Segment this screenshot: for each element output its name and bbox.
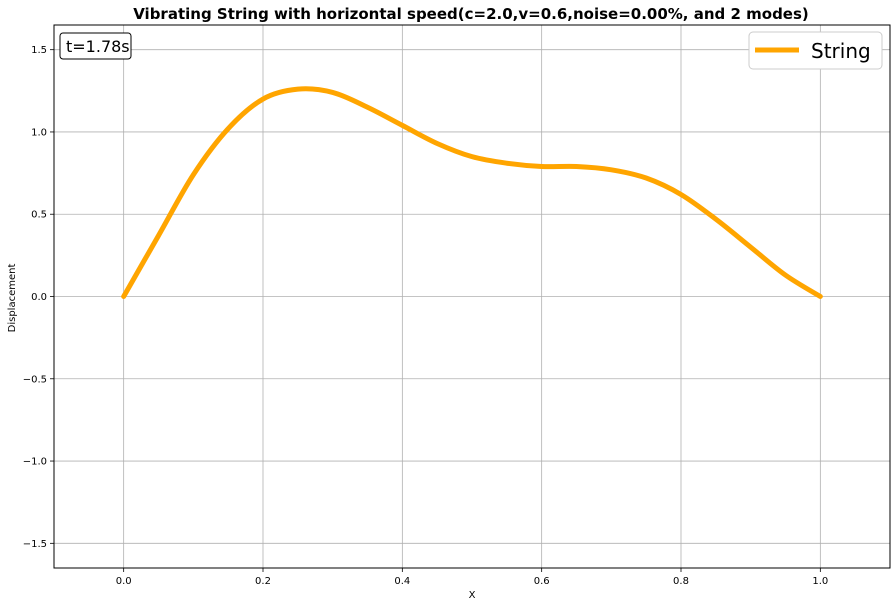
series-line-string: [121, 86, 823, 299]
y-axis-ticks: 1.5 1.0 0.5 0.0 −0.5 −1.0 −1.5: [23, 45, 54, 550]
x-axis-ticks: 0.0 0.2 0.4 0.6 0.8 1.0: [116, 568, 828, 587]
y-tick-label: 0.0: [31, 292, 47, 303]
series-layer: [121, 86, 823, 299]
time-annotation: t=1.78s: [66, 37, 130, 56]
y-tick-label: −1.5: [23, 539, 47, 550]
x-tick-label: 0.2: [255, 576, 271, 587]
x-tick-label: 0.0: [116, 576, 132, 587]
y-tick-label: −0.5: [23, 374, 47, 385]
time-annotation-box: t=1.78s: [59, 32, 132, 60]
x-tick-label: 0.4: [394, 576, 410, 587]
legend-label: String: [811, 39, 871, 63]
y-axis-label: Displacement: [7, 264, 18, 333]
legend: String: [748, 31, 883, 70]
x-tick-label: 0.6: [534, 576, 550, 587]
y-tick-label: 1.0: [31, 127, 47, 138]
y-tick-label: 1.5: [31, 45, 47, 56]
x-tick-label: 1.0: [812, 576, 828, 587]
chart-title: Vibrating String with horizontal speed(c…: [133, 5, 809, 23]
x-axis-label: X: [469, 590, 476, 601]
y-tick-label: 0.5: [31, 210, 47, 221]
y-tick-label: −1.0: [23, 457, 47, 468]
x-tick-label: 0.8: [673, 576, 689, 587]
plot-area: 0.0 0.2 0.4 0.6 0.8 1.0 1.5 1.0 0.5 0.0 −0.5 −1.0 −…: [23, 24, 891, 587]
